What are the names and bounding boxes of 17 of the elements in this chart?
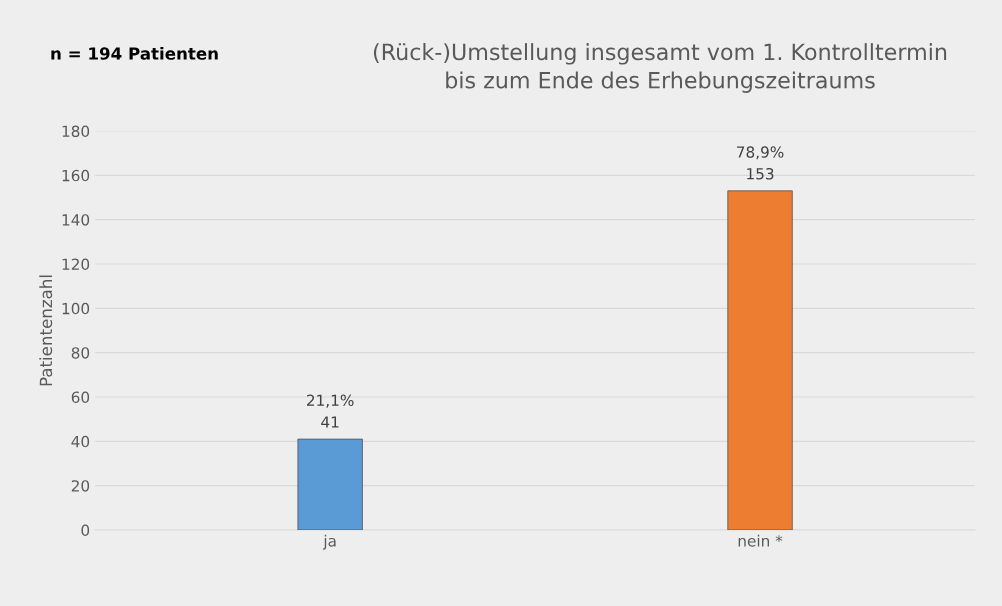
y-tick-label: 80: [71, 347, 90, 359]
y-tick-label: 60: [71, 391, 90, 404]
text: n = 194 Patienten: [51, 46, 218, 60]
data-label: 21,1% 41: [307, 394, 354, 428]
data-label: 78,9% 153: [737, 146, 784, 180]
y-tick-label: 180: [62, 125, 90, 138]
y-axis-title: Patientenzahl: [39, 275, 53, 386]
y-tick-label: 160: [62, 169, 90, 182]
x-tick-label: nein *: [738, 534, 783, 547]
chart-title: (Rück-)Umstellung insgesamt vom 1. Kontrolltermin bis zum Ende des Erhebungszeitraums: [373, 43, 947, 93]
y-tick-label: 100: [62, 302, 90, 315]
y-tick-label: 0: [81, 524, 90, 537]
y-tick-label: 40: [71, 435, 90, 448]
x-tick-label: ja: [323, 534, 336, 550]
y-tick-label: 20: [71, 480, 90, 492]
y-tick-label: 140: [62, 214, 90, 226]
y-tick-label: 120: [62, 258, 90, 271]
